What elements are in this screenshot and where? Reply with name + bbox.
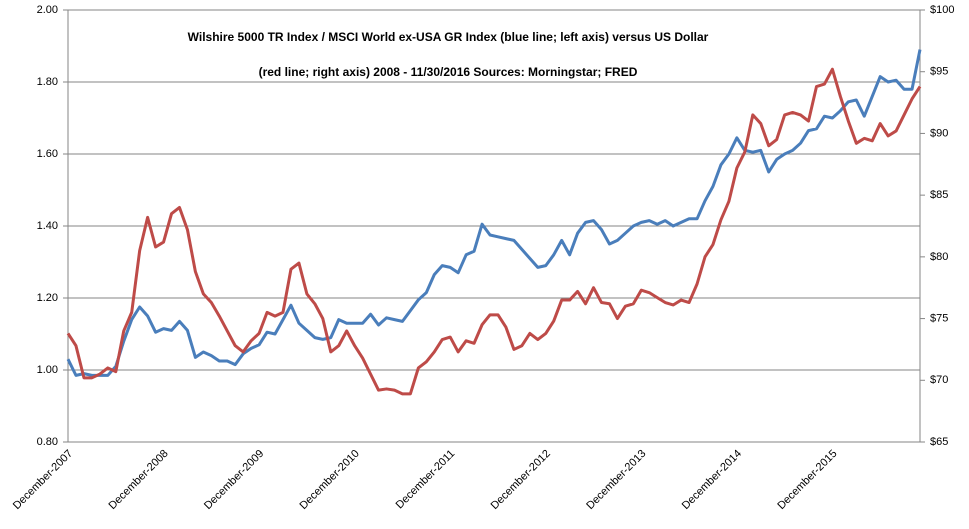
y2-tick-label: $85 [930,189,948,201]
y2-tick-label: $65 [930,436,948,448]
x-tick-label: December-2010 [298,448,362,512]
y2-tick-label: $75 [930,312,948,324]
y2-tick-label: $90 [930,127,948,139]
y-tick-label: 2.00 [37,4,58,16]
x-tick-label: December-2011 [394,448,458,512]
x-tick-label: December-2014 [680,448,744,512]
data-line [66,49,922,377]
x-tick-label: December-2009 [202,448,266,512]
y-tick-label: 1.40 [37,220,58,232]
chart-title: Wilshire 5000 TR Index / MSCI World ex-U… [188,30,709,44]
y2-tick-label: $95 [930,66,948,78]
x-tick-label: December-2007 [11,448,75,512]
y-tick-label: 1.60 [37,148,58,160]
y-tick-label: 1.80 [37,76,58,88]
y-tick-label: 1.20 [37,292,58,304]
y-tick-label: 0.80 [37,436,58,448]
data-line [66,67,922,396]
chart-title: (red line; right axis) 2008 - 11/30/2016… [259,65,638,79]
x-tick-label: December-2015 [775,448,839,512]
x-tick-label: December-2008 [106,448,170,512]
y2-tick-label: $80 [930,251,948,263]
x-tick-label: December-2012 [489,448,553,512]
y2-tick-label: $100 [930,4,954,16]
y2-tick-label: $70 [930,374,948,386]
x-tick-label: December-2013 [584,448,648,512]
y-tick-label: 1.00 [37,364,58,376]
